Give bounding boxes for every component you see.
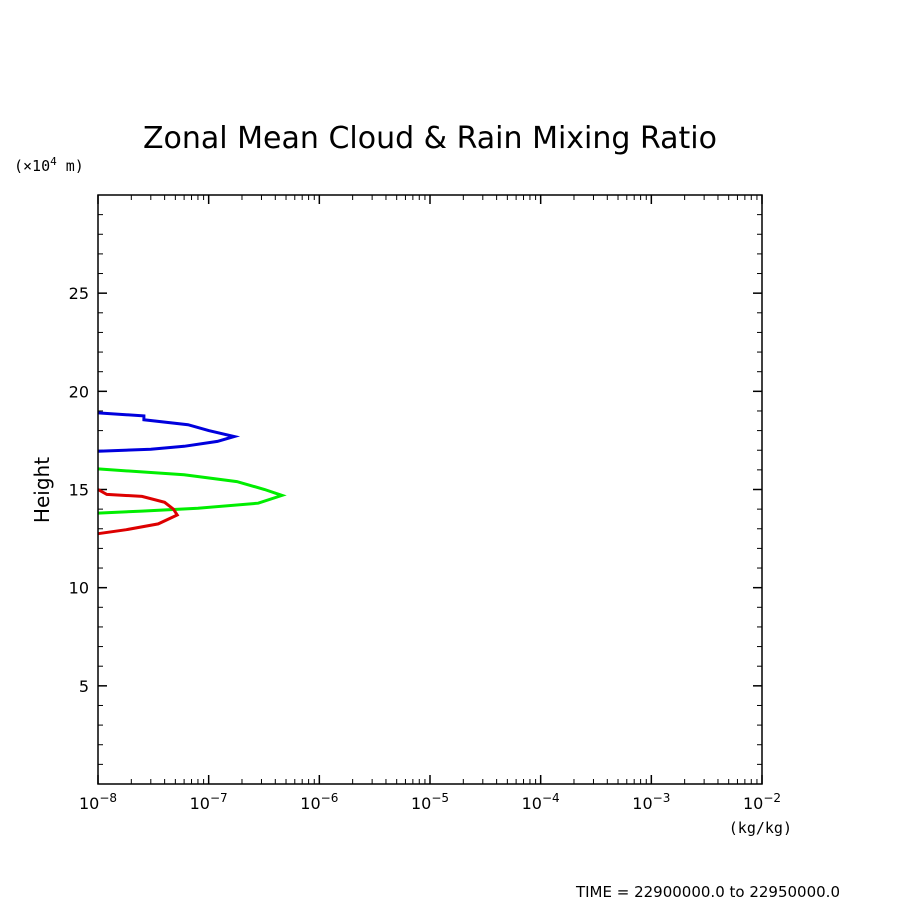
y-tick-label: 10 [69, 579, 89, 598]
x-tick-label: 10−7 [190, 791, 228, 813]
x-tick-label: 10−3 [632, 791, 670, 813]
x-tick-label: 10−8 [79, 791, 117, 813]
y-unit-exponent: 4 [50, 155, 57, 168]
major-ticks [97, 195, 763, 784]
chart-title: Zonal Mean Cloud & Rain Mixing Ratio [143, 121, 717, 156]
x-axis-unit: (kg/kg) [729, 819, 792, 837]
time-range-label: TIME = 22900000.0 to 22950000.0 [575, 883, 840, 901]
y-unit-suffix: m) [57, 157, 84, 175]
series-line-3 [97, 488, 180, 536]
y-tick-label: 5 [79, 677, 89, 696]
y-unit-prefix: (×10 [14, 157, 50, 175]
x-tick-label: 10−5 [411, 791, 449, 813]
series-lines [97, 411, 287, 536]
x-tick-label: 10−4 [522, 791, 560, 813]
plot-frame [97, 194, 763, 785]
series-line-1 [97, 411, 241, 453]
minor-ticks [98, 195, 762, 784]
y-axis-label: Height [30, 457, 54, 523]
series-line-2 [97, 467, 287, 515]
x-tick-label: 10−6 [300, 791, 338, 813]
y-tick-label: 15 [69, 481, 89, 500]
y-tick-label: 20 [69, 382, 89, 401]
y-axis-unit: (×104 m) [14, 155, 84, 175]
y-tick-label: 25 [69, 284, 89, 303]
y-tick-labels: 5 10 15 20 25 [69, 284, 89, 696]
x-tick-labels: 10−8 10−7 10−6 10−5 10−4 10−3 10−2 [79, 791, 781, 813]
x-tick-label: 10−2 [743, 791, 781, 813]
